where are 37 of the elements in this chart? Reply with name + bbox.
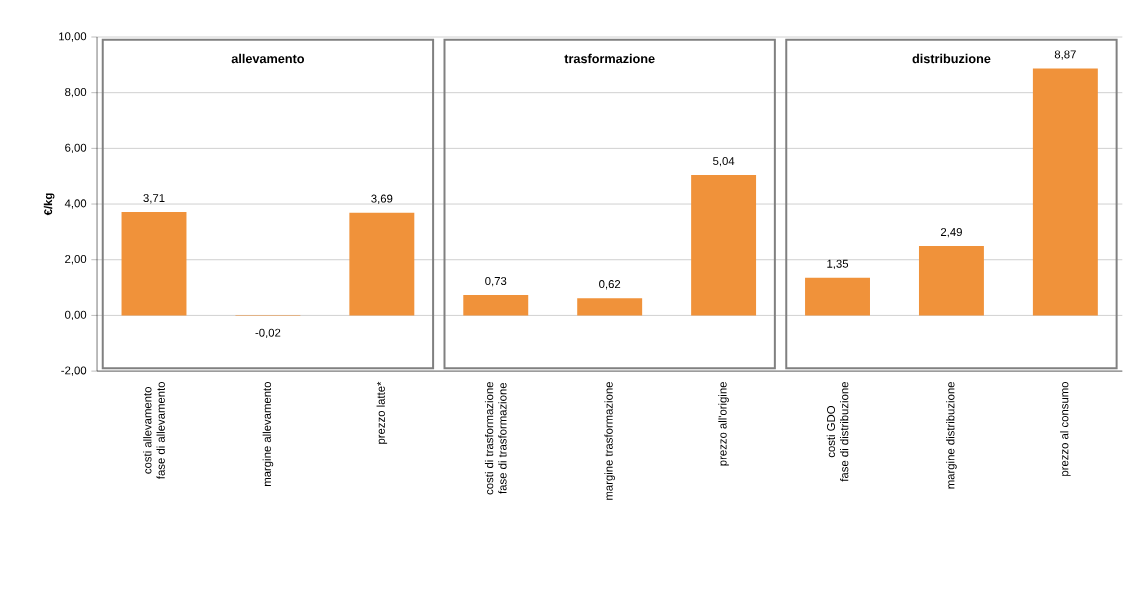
x-tick-label: costi GDO fase di distribuzione (826, 381, 849, 482)
x-tick-label: prezzo latte* (376, 381, 388, 444)
bar (918, 246, 984, 316)
y-tick-label: -2,00 (61, 366, 87, 376)
data-label: 0,73 (485, 276, 507, 287)
data-label: 5,04 (713, 156, 735, 167)
bar (121, 212, 187, 316)
data-label: 0,62 (599, 280, 621, 290)
bar (463, 295, 529, 316)
y-tick-label: 4,00 (64, 199, 87, 209)
y-tick-label: 0,00 (65, 310, 87, 321)
y-tick-label: 6,00 (65, 143, 87, 153)
y-tick-label: 8,00 (65, 87, 87, 98)
bar (691, 175, 757, 316)
bar (577, 298, 643, 316)
bar (1032, 68, 1098, 316)
data-label: 2,49 (940, 227, 962, 238)
data-label: 3,69 (371, 194, 393, 204)
data-label: -0,02 (255, 328, 281, 338)
y-tick-label: 10,00 (59, 32, 87, 42)
data-label: 3,71 (143, 193, 165, 204)
data-label: 1,35 (827, 259, 849, 270)
y-tick-label: 2,00 (65, 254, 87, 265)
x-tick-label: margine distribuzione (946, 381, 957, 489)
x-tick-label: prezzo all'origine (718, 381, 729, 466)
x-tick-label: costi di trasformazione fase di trasformazione (484, 381, 507, 495)
x-tick-label: costi allevamento fase di allevamento (143, 381, 165, 479)
bar (805, 277, 870, 316)
annotation: trasformazione (564, 53, 655, 64)
x-tick-label: prezzo al consumo (1060, 381, 1071, 476)
bar (349, 212, 415, 316)
y-axis-title: €/kg (43, 193, 55, 216)
annotation: distribuzione (912, 53, 991, 64)
x-tick-label: margine trasformazione (604, 381, 615, 500)
data-label: 8,87 (1054, 50, 1076, 60)
annotation: allevamento (231, 53, 305, 64)
x-tick-label: margine allevamento (262, 381, 274, 486)
